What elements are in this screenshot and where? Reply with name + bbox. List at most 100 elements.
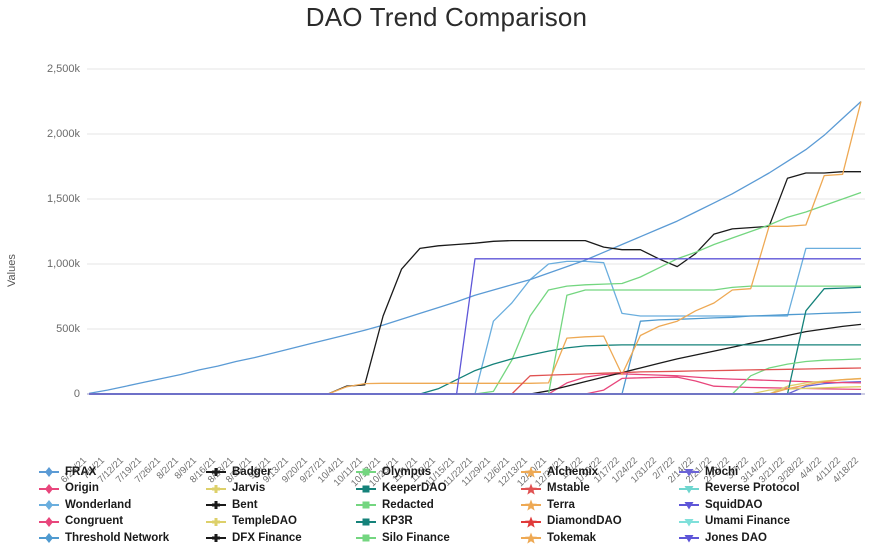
legend-item[interactable]: SquidDAO (678, 497, 800, 514)
legend-item-label: Terra (547, 498, 575, 511)
legend-item[interactable]: Jarvis (205, 481, 302, 498)
legend-item[interactable]: DiamondDAO (520, 514, 622, 531)
legend-item[interactable]: Reverse Protocol (678, 481, 800, 498)
series-line (89, 373, 862, 395)
legend-item[interactable]: Origin (38, 481, 169, 498)
legend-marker-icon (355, 531, 377, 545)
legend-item-label: DFX Finance (232, 531, 302, 544)
legend-item[interactable]: Bent (205, 497, 302, 514)
star-marker-icon (521, 516, 541, 528)
legend-item[interactable]: Mstable (520, 481, 622, 498)
legend-item[interactable]: Threshold Network (38, 530, 169, 547)
legend-marker-icon (38, 498, 60, 512)
legend-item[interactable]: Badger (205, 464, 302, 481)
series-line (89, 191, 862, 395)
legend-item-label: Silo Finance (382, 531, 450, 544)
legend-marker-icon (355, 465, 377, 479)
tri-marker-icon (679, 485, 699, 494)
legend-item[interactable]: Terra (520, 497, 622, 514)
star-marker-icon (521, 499, 541, 511)
legend-marker-icon (355, 482, 377, 496)
legend-item-label: Badger (232, 465, 272, 478)
legend-item-label: Jones DAO (705, 531, 767, 544)
legend-item[interactable]: Wonderland (38, 497, 169, 514)
legend-item[interactable]: FRAX (38, 464, 169, 481)
legend-column-3: Olympus KeeperDAO Redacted KP3R Silo Finance (355, 464, 450, 547)
legend-column-4: Alchemix Mstable Terra DiamondDAO Tokemak (520, 464, 622, 547)
legend-item[interactable]: Olympus (355, 464, 450, 481)
legend-marker-icon (520, 482, 542, 496)
legend-item[interactable]: Alchemix (520, 464, 622, 481)
legend-marker-icon (520, 515, 542, 529)
legend-marker-icon (38, 531, 60, 545)
y-axis-title: Values (6, 254, 18, 287)
legend-marker-icon (355, 498, 377, 512)
legend-marker-icon (205, 482, 227, 496)
legend-item[interactable]: Jones DAO (678, 530, 800, 547)
legend-item[interactable]: KeeperDAO (355, 481, 450, 498)
legend-item[interactable]: KP3R (355, 514, 450, 531)
diamond-marker-icon (39, 483, 59, 494)
series-line (89, 258, 861, 395)
legend-marker-icon (205, 531, 227, 545)
y-tick-label: 1,500k (46, 193, 80, 205)
legend-item-label: Alchemix (547, 465, 599, 478)
plus-marker-icon (206, 534, 226, 543)
legend-marker-icon (678, 498, 700, 512)
legend-column-2: Badger Jarvis Bent TempleDAO DFX Finance (205, 464, 302, 547)
legend-column-5: Mochi Reverse Protocol SquidDAO Umami Finan… (678, 464, 800, 547)
square-marker-icon (356, 468, 376, 476)
tri-marker-icon (679, 502, 699, 510)
square-marker-icon (356, 518, 376, 526)
y-axis-ticks: 0 500k 1,000k 1,500k 2,000k 2,500k (20, 55, 80, 405)
legend-item[interactable]: DFX Finance (205, 530, 302, 547)
diamond-marker-icon (39, 500, 59, 511)
legend-item[interactable]: Mochi (678, 464, 800, 481)
legend-item[interactable]: Umami Finance (678, 514, 800, 531)
legend-item[interactable]: Redacted (355, 497, 450, 514)
y-tick-label: 2,000k (46, 128, 80, 140)
legend-item-label: SquidDAO (705, 498, 763, 511)
legend-marker-icon (38, 482, 60, 496)
star-marker-icon (521, 532, 541, 544)
tri-marker-icon (679, 518, 699, 527)
plus-marker-icon (206, 468, 226, 477)
legend-marker-icon (520, 498, 542, 512)
plus-marker-icon (206, 501, 226, 510)
legend-item[interactable]: Silo Finance (355, 530, 450, 547)
legend-marker-icon (678, 531, 700, 545)
legend-marker-icon (38, 515, 60, 529)
series-line (89, 247, 861, 395)
plus-marker-icon (206, 484, 226, 493)
page-title: DAO Trend Comparison (305, 2, 588, 32)
legend-item-label: Origin (65, 482, 99, 494)
series-line (89, 285, 861, 395)
legend-item[interactable]: TempleDAO (205, 514, 302, 531)
diamond-marker-icon (39, 467, 59, 478)
legend-marker-icon (355, 515, 377, 529)
diamond-marker-icon (39, 533, 59, 544)
series-line (89, 171, 861, 395)
y-tick-label: 0 (73, 388, 80, 400)
tri-marker-icon (679, 535, 699, 543)
legend-item-label: DiamondDAO (547, 515, 622, 527)
legend-item-label: Bent (232, 498, 258, 511)
series-line (89, 286, 862, 395)
plus-marker-icon (206, 517, 226, 526)
legend-item-label: KP3R (382, 515, 413, 527)
legend-marker-icon (678, 465, 700, 479)
star-marker-icon (521, 466, 541, 478)
series-line (88, 101, 862, 395)
legend-item-label: Jarvis (232, 482, 266, 494)
square-marker-icon (356, 534, 376, 542)
series-line (89, 101, 862, 395)
y-tick-label: 1,000k (46, 258, 80, 270)
tri-marker-icon (679, 469, 699, 477)
x-axis-ticks: 6/28/21 7/5/21 7/12/21 7/19/21 7/26/21 8/2/21… (0, 405, 893, 489)
legend-marker-icon (205, 498, 227, 512)
legend-marker-icon (38, 465, 60, 479)
legend-item-label: Wonderland (65, 498, 132, 511)
legend-item[interactable]: Tokemak (520, 530, 622, 547)
legend-item[interactable]: Congruent (38, 514, 169, 531)
legend-item-label: Olympus (382, 465, 432, 478)
